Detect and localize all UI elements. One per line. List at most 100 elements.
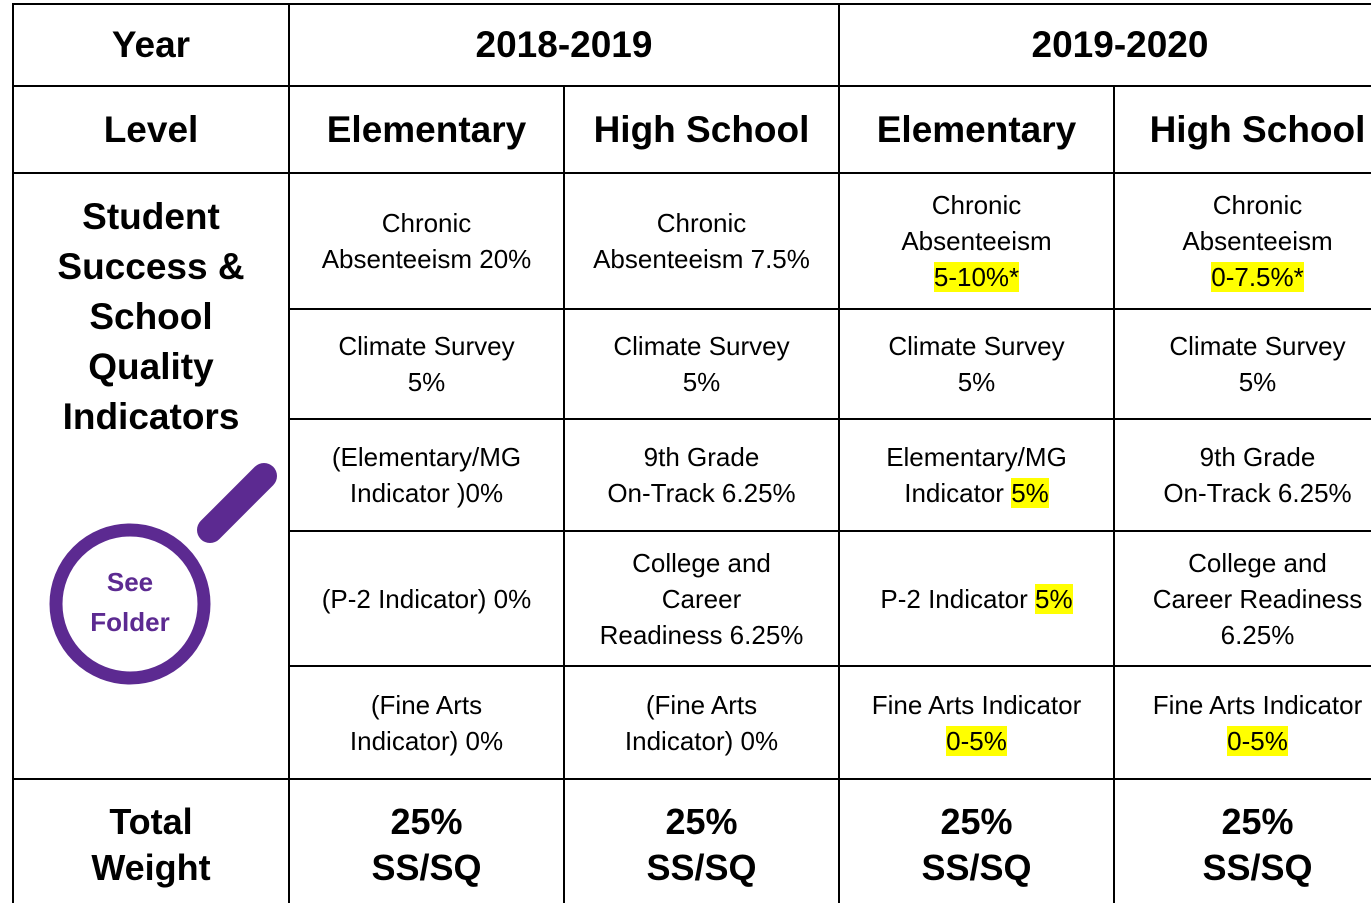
indicator-cell: Climate Survey 5% [838, 308, 1113, 418]
level: Elementary [876, 108, 1077, 150]
cell-line: Chronic [931, 190, 1022, 220]
indicator-cell: Fine Arts Indicator 0-5% [1113, 665, 1371, 778]
level-header: High School [563, 85, 838, 172]
cell-line: SS/SQ [921, 847, 1032, 888]
highlight: 0-5% [946, 725, 1007, 756]
cell-line: College and [1188, 547, 1327, 578]
cell-line: Climate Survey [1169, 331, 1346, 361]
cell-line: 25% [1221, 801, 1294, 842]
cell-line: Fine Arts Indicator [1152, 689, 1363, 720]
year-header: 2019-2020 [838, 3, 1371, 85]
indicator-cell: (Elementary/MG Indicator )0% [288, 418, 563, 530]
indicator-cell: Fine Arts Indicator 0-5% [838, 665, 1113, 778]
indicator-cell: Climate Survey 5% [1113, 308, 1371, 418]
cell-line: Chronic [656, 208, 747, 238]
cell-line: Career [661, 583, 742, 614]
indicator-cell: Chronic Absenteeism 7.5% [563, 172, 838, 308]
total-label: Total Weight [12, 778, 288, 903]
cell-line: Absenteeism 20% [321, 244, 532, 274]
cell-line: P-2 Indicator 5% [880, 583, 1073, 614]
cell-line: Readiness 6.25% [599, 619, 804, 650]
indicator-cell: Chronic Absenteeism 20% [288, 172, 563, 308]
year-header: Year [12, 3, 288, 85]
cell-line: SS/SQ [371, 847, 482, 888]
cell-line: 6.25% [1220, 619, 1295, 650]
level-header: Elementary [288, 85, 563, 172]
indicator-cell: 9th Grade On-Track 6.25% [563, 418, 838, 530]
cell-line: Climate Survey [338, 331, 515, 361]
cell-line: (Elementary/MG [331, 442, 522, 472]
level-header: Level [12, 85, 288, 172]
total-cell: 25% SS/SQ [1113, 778, 1371, 903]
indicator-cell: Chronic Absenteeism 0-7.5%* [1113, 172, 1371, 308]
cell-line: Climate Survey [888, 331, 1065, 361]
cell-line: Climate Survey [613, 331, 790, 361]
magnifier-handle [197, 463, 277, 543]
magnifier-ring [49, 523, 211, 685]
indicator-cell: Chronic Absenteeism 5-10%* [838, 172, 1113, 308]
indicator-cell: College and Career Readiness 6.25% [563, 530, 838, 665]
total-cell: 25% SS/SQ [288, 778, 563, 903]
cell-line: 0-5% [946, 723, 1007, 759]
cell-line: Absenteeism [1182, 226, 1333, 256]
cell-line: 5% [407, 367, 446, 397]
cell-line: Indicator) 0% [349, 725, 504, 756]
cell-line: Fine Arts Indicator [871, 689, 1082, 720]
year-label: Year [111, 24, 191, 65]
cell-line: Absenteeism 7.5% [593, 244, 810, 274]
indicator-cell: (P-2 Indicator) 0% [288, 530, 563, 665]
highlight: 0-7.5%* [1211, 262, 1304, 292]
highlight: 0-5% [1227, 725, 1288, 756]
cell-line: Absenteeism [901, 226, 1052, 256]
cell-line: 9th Grade [643, 442, 760, 472]
cell-line: On-Track 6.25% [607, 478, 796, 508]
cell-line: SS/SQ [646, 847, 757, 888]
cell-line: Quality [88, 346, 214, 387]
magnifier-icon [49, 463, 277, 685]
indicator-cell: (Fine Arts Indicator) 0% [563, 665, 838, 778]
cell-line: 5% [682, 367, 721, 397]
highlight: 5% [1011, 478, 1049, 508]
cell-line: 25% [390, 801, 463, 842]
cell-line: See [106, 567, 154, 597]
cell-line: Indicators [62, 396, 240, 437]
year: 2018-2019 [475, 24, 653, 65]
highlight: 5% [1035, 583, 1073, 614]
cell-line: Indicator )0% [349, 478, 504, 508]
cell-line: Weight [91, 847, 211, 888]
cell-line: College and [632, 547, 771, 578]
level: Elementary [326, 108, 527, 150]
cell-line: 9th Grade [1199, 442, 1316, 472]
badge-text: See Folder [55, 562, 205, 642]
cell-line: Folder [90, 607, 170, 637]
cell-line: (P-2 Indicator) 0% [321, 583, 532, 614]
level: High School [593, 108, 810, 150]
cell-line: 5-10%* [933, 259, 1020, 295]
cell-line: 25% [940, 801, 1013, 842]
cell-line: Success & [57, 246, 245, 287]
level-header: Elementary [838, 85, 1113, 172]
cell-line: School [89, 296, 213, 337]
cell-line: Student [82, 196, 220, 237]
cell-line: 0-7.5%* [1211, 259, 1304, 295]
indicator-cell: College and Career Readiness 6.25% [1113, 530, 1371, 665]
cell-line: SS/SQ [1202, 847, 1313, 888]
highlight: 5-10%* [933, 262, 1020, 292]
cell-line: 25% [665, 801, 738, 842]
total-cell: 25% SS/SQ [563, 778, 838, 903]
indicator-cell: Climate Survey 5% [288, 308, 563, 418]
cell-line: Total [109, 801, 193, 842]
cell-line: Chronic [381, 208, 472, 238]
cell-line: Indicator) 0% [624, 725, 779, 756]
level-label: Level [103, 108, 199, 150]
cell-line: Career Readiness [1152, 583, 1363, 614]
cell-line: Indicator 5% [904, 478, 1049, 508]
cell-line: On-Track 6.25% [1163, 478, 1352, 508]
cell-line: (Fine Arts [370, 689, 483, 720]
indicator-cell: Elementary/MG Indicator 5% [838, 418, 1113, 530]
indicator-cell: Climate Survey 5% [563, 308, 838, 418]
total-cell: 25% SS/SQ [838, 778, 1113, 903]
level: High School [1149, 108, 1366, 150]
cell-line: 0-5% [1227, 723, 1288, 759]
